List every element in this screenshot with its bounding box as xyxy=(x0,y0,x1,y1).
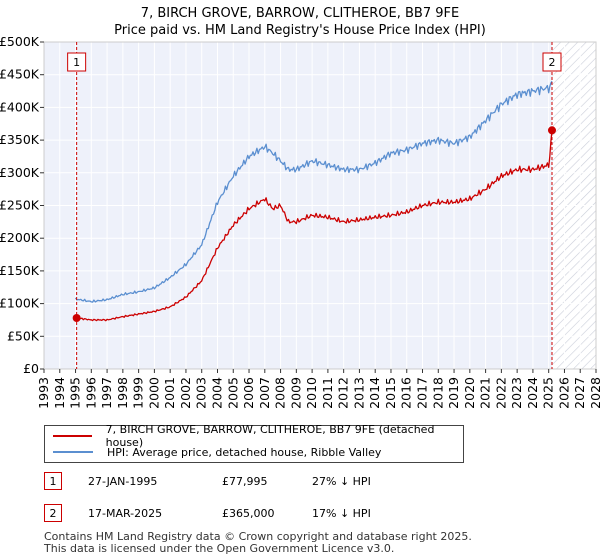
x-tick-label: 2007 xyxy=(257,377,272,409)
sale-label-number: 1 xyxy=(73,56,80,69)
legend-item-hpi: HPI: Average price, detached house, Ribb… xyxy=(53,444,381,460)
x-tick-label: 2026 xyxy=(556,377,571,409)
transaction-date: 17-MAR-2025 xyxy=(88,507,163,520)
sale-point xyxy=(72,313,81,322)
x-tick-label: 2027 xyxy=(572,377,587,409)
footer-attribution: Contains HM Land Registry data © Crown c… xyxy=(44,531,472,555)
x-tick-label: 2021 xyxy=(478,377,493,409)
x-tick-label: 2022 xyxy=(493,377,508,409)
x-tick-label: 2009 xyxy=(288,377,303,409)
chart-title: 7, BIRCH GROVE, BARROW, CLITHEROE, BB7 9… xyxy=(141,6,459,21)
legend-label-hpi: HPI: Average price, detached house, Ribb… xyxy=(107,445,382,459)
y-tick-label: £50K xyxy=(7,328,40,343)
y-tick-label: £0 xyxy=(23,361,39,376)
price-chart: 7, BIRCH GROVE, BARROW, CLITHEROE, BB7 9… xyxy=(0,6,600,409)
transaction-hpi-diff: 27% ↓ HPI xyxy=(312,475,371,488)
x-tick-label: 1996 xyxy=(83,377,98,409)
x-tick-label: 2019 xyxy=(446,377,461,409)
x-tick-label: 2017 xyxy=(415,377,430,409)
y-tick-label: £500K xyxy=(0,34,40,49)
table-row: 1 27-JAN-1995 £77,995 27% ↓ HPI xyxy=(44,472,464,492)
x-tick-label: 1997 xyxy=(99,377,114,409)
legend-swatch-property xyxy=(53,435,92,437)
sale-label-box xyxy=(67,52,87,72)
x-tick-label: 1994 xyxy=(52,377,67,409)
sale-label-box xyxy=(542,52,562,72)
x-tick-label: 2004 xyxy=(209,377,224,409)
series-lines xyxy=(74,80,553,322)
x-tick-label: 2005 xyxy=(225,377,240,409)
x-tick-label: 2013 xyxy=(351,377,366,409)
y-tick-label: £250K xyxy=(0,198,40,213)
x-tick-label: 2010 xyxy=(304,377,319,409)
x-tick-label: 2006 xyxy=(241,377,256,409)
y-tick-label: £200K xyxy=(0,230,40,245)
transaction-date: 27-JAN-1995 xyxy=(88,475,158,488)
x-tick-label: 2020 xyxy=(462,377,477,409)
x-tick-label: 1999 xyxy=(131,377,146,409)
y-axis-ticks: £0 £50K £100K £150K £200K £250K £300K £350K £400… xyxy=(0,34,44,376)
y-tick-label: £400K xyxy=(0,99,40,114)
x-tick-label: 2001 xyxy=(162,377,177,409)
chart-legend: 7, BIRCH GROVE, BARROW, CLITHEROE, BB7 9… xyxy=(44,423,464,463)
transaction-badge: 2 xyxy=(44,504,62,522)
sale-label-number: 2 xyxy=(548,56,555,69)
x-tick-label: 1995 xyxy=(68,377,83,409)
property-price-line xyxy=(76,130,553,322)
x-tick-label: 2015 xyxy=(383,377,398,409)
y-tick-label: £450K xyxy=(0,67,40,82)
x-tick-label: 2016 xyxy=(399,377,414,409)
transaction-price: £77,995 xyxy=(222,475,268,488)
x-tick-label: 2014 xyxy=(367,377,382,409)
legend-swatch-hpi xyxy=(53,451,93,453)
footer-line-1: Contains HM Land Registry data © Crown c… xyxy=(44,530,472,543)
y-tick-label: £150K xyxy=(0,263,40,278)
x-tick-label: 1998 xyxy=(115,377,130,409)
x-axis-ticks: 1993 1994 1995 1996 1997 1998 1999 2000 2001 2002… xyxy=(36,369,600,409)
x-tick-label: 2028 xyxy=(588,377,600,409)
chart-subtitle: Price paid vs. HM Land Registry's House … xyxy=(114,23,486,38)
x-tick-label: 2008 xyxy=(273,377,288,409)
x-tick-label: 2003 xyxy=(194,377,209,409)
x-tick-label: 2025 xyxy=(541,377,556,409)
x-tick-label: 2000 xyxy=(146,377,161,409)
x-tick-label: 2002 xyxy=(178,377,193,409)
x-tick-label: 2024 xyxy=(525,377,540,409)
y-tick-label: £100K xyxy=(0,296,40,311)
transaction-price: £365,000 xyxy=(222,507,275,520)
transaction-badge: 1 xyxy=(44,472,62,490)
y-tick-label: £300K xyxy=(0,165,40,180)
table-row: 2 17-MAR-2025 £365,000 17% ↓ HPI xyxy=(44,504,464,524)
x-tick-label: 2011 xyxy=(320,377,335,409)
sale-point xyxy=(547,126,556,135)
transaction-hpi-diff: 17% ↓ HPI xyxy=(312,507,371,520)
x-tick-label: 2012 xyxy=(336,377,351,409)
hpi-line xyxy=(74,80,553,303)
x-tick-label: 1993 xyxy=(36,377,51,409)
legend-label-property: 7, BIRCH GROVE, BARROW, CLITHEROE, BB7 9… xyxy=(105,423,435,449)
y-tick-label: £350K xyxy=(0,132,40,147)
footer-line-2: This data is licensed under the Open Gov… xyxy=(44,542,395,555)
legend-item-property: 7, BIRCH GROVE, BARROW, CLITHEROE, BB7 9… xyxy=(53,423,463,449)
x-tick-label: 2018 xyxy=(430,377,445,409)
x-tick-label: 2023 xyxy=(509,377,524,409)
